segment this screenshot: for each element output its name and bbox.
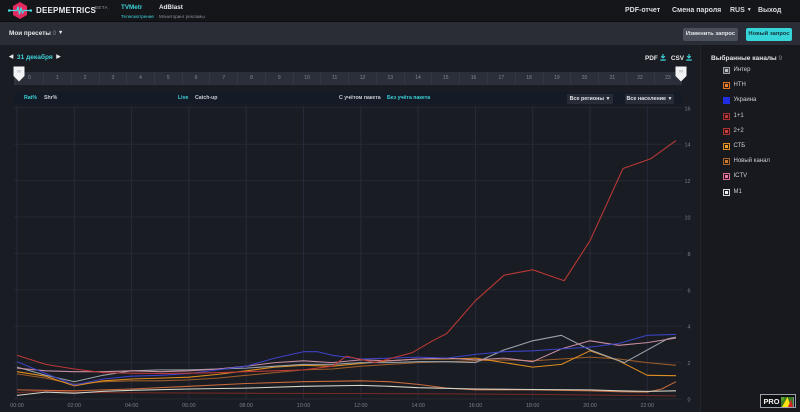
svg-text:2: 2 xyxy=(688,361,691,367)
svg-text:20:00: 20:00 xyxy=(583,403,597,409)
svg-text:16:00: 16:00 xyxy=(469,403,483,409)
svg-text:14: 14 xyxy=(685,143,691,149)
svg-text:06:00: 06:00 xyxy=(182,403,196,409)
svg-text:4: 4 xyxy=(688,325,691,331)
svg-text:00:00: 00:00 xyxy=(10,403,24,409)
svg-text:14:00: 14:00 xyxy=(411,403,425,409)
svg-text:00: 00 xyxy=(17,69,22,74)
svg-text:22:00: 22:00 xyxy=(641,403,655,409)
svg-text:12:00: 12:00 xyxy=(354,403,368,409)
svg-text:10: 10 xyxy=(685,216,691,222)
svg-text:10:00: 10:00 xyxy=(297,403,311,409)
svg-text:00: 00 xyxy=(679,69,684,74)
svg-text:02:00: 02:00 xyxy=(68,403,82,409)
svg-text:18:00: 18:00 xyxy=(526,403,540,409)
svg-text:16: 16 xyxy=(685,106,691,112)
svg-text:08:00: 08:00 xyxy=(239,403,253,409)
svg-text:12: 12 xyxy=(685,179,691,185)
svg-text:6: 6 xyxy=(688,288,691,294)
svg-text:0: 0 xyxy=(688,398,691,404)
svg-text:8: 8 xyxy=(688,252,691,258)
svg-text:04:00: 04:00 xyxy=(125,403,139,409)
